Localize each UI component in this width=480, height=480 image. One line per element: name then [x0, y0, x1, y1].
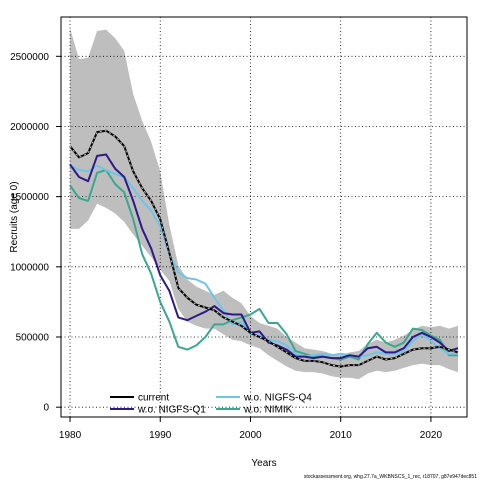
legend-label-w-o-nimik: w.o. NIMIK	[243, 405, 293, 416]
legend-label-w-o-nigfs-q1: w.o. NIGFS-Q1	[137, 405, 206, 416]
series-layer	[69, 129, 459, 368]
series-line-w-o-nigfs-q1	[69, 153, 459, 360]
confidence-band-layer	[70, 28, 458, 380]
x-tick-label-1980: 1980	[59, 430, 82, 441]
y-tick-label-1500000: 1500000	[10, 192, 49, 203]
y-axis-title: Recruits (age 0)	[9, 181, 20, 252]
y-tick-label-2500000: 2500000	[10, 52, 49, 63]
y-tick-label-2000000: 2000000	[10, 122, 49, 133]
x-tick-label-2010: 2010	[330, 430, 353, 441]
series-line-w-o-nimik	[69, 169, 458, 361]
y-tick-label-500000: 500000	[16, 333, 50, 344]
x-axis-title: Years	[251, 458, 276, 469]
y-tick-label-1000000: 1000000	[10, 262, 49, 273]
x-tick-label-1990: 1990	[149, 430, 172, 441]
x-tick-label-2020: 2020	[420, 430, 443, 441]
confidence-band	[70, 28, 458, 380]
legend-label-w-o-nigfs-q4: w.o. NIGFS-Q4	[243, 393, 312, 404]
x-tick-label-2000: 2000	[239, 430, 262, 441]
plot-frame	[60, 16, 468, 418]
footer-source: stockassessment.org, whg.27.7a_WKBNSCS_1…	[304, 474, 477, 480]
series-line-current-dots	[69, 130, 459, 368]
axis-layer: 1980 1990 2000 2010 2020 0 500000 1000000 150000…	[10, 52, 442, 441]
y-tick-label-0: 0	[43, 403, 49, 414]
legend-label-current: current	[138, 393, 169, 404]
